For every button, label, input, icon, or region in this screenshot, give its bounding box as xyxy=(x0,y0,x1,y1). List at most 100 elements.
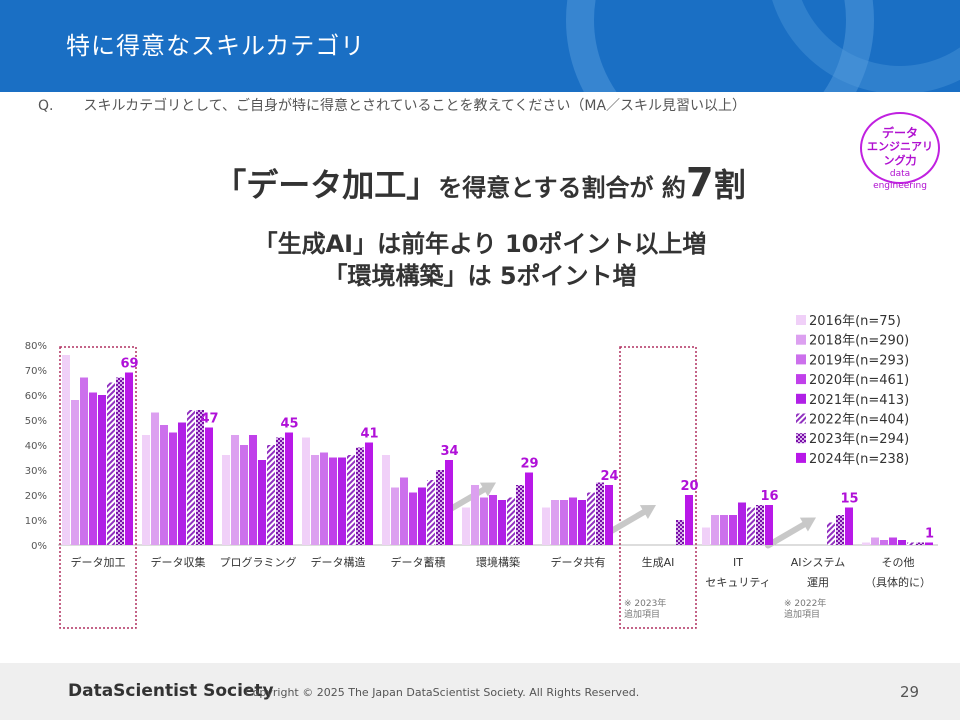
bar xyxy=(178,422,186,545)
question-mark: Q. xyxy=(38,98,54,114)
y-tick-label: 60% xyxy=(25,391,47,402)
bar xyxy=(187,410,195,545)
bar xyxy=(711,515,719,545)
data-label: 41 xyxy=(360,427,378,442)
bar xyxy=(160,425,168,545)
bar xyxy=(391,487,399,545)
trend-arrow-icon xyxy=(445,483,493,514)
legend-swatch xyxy=(796,393,806,404)
bar xyxy=(516,485,524,545)
legend-label: 2022年(n=404) xyxy=(809,413,909,428)
bar xyxy=(845,507,853,545)
category-label: AIシステム xyxy=(791,556,845,569)
data-label: 16 xyxy=(760,489,778,504)
headline-sub1: 「生成AI」は前年より 10ポイント以上増 xyxy=(253,230,707,258)
legend-label: 2019年(n=293) xyxy=(809,353,909,368)
bar xyxy=(329,457,337,545)
bar xyxy=(560,500,568,545)
data-label: 29 xyxy=(520,457,538,472)
headline-main: 「データ加工」を得意とする割合が 約7割 xyxy=(0,160,960,206)
footer-logo: DataScientist Society xyxy=(68,681,274,701)
bar xyxy=(356,447,364,545)
bar xyxy=(507,497,515,545)
bar xyxy=(347,455,355,545)
bar xyxy=(827,522,835,545)
trend-arrow-head-icon xyxy=(639,505,656,519)
category-label: 環境構築 xyxy=(476,555,520,569)
bar xyxy=(80,377,88,545)
bar xyxy=(542,507,550,545)
category-note: ※ 2022年 xyxy=(784,597,826,609)
bar xyxy=(925,542,933,545)
bar xyxy=(400,477,408,545)
bar xyxy=(142,435,150,545)
bar xyxy=(267,445,275,545)
category-label: IT xyxy=(733,556,743,569)
category-label: その他 xyxy=(882,556,915,569)
bar xyxy=(578,500,586,545)
bar xyxy=(427,480,435,545)
bar xyxy=(231,435,239,545)
bar xyxy=(311,455,319,545)
data-label: 20 xyxy=(680,479,698,494)
y-tick-label: 20% xyxy=(25,491,47,502)
category-label: プログラミング xyxy=(220,555,297,569)
footer-bar: DataScientist Society Copyright © 2025 T… xyxy=(0,663,960,720)
bar xyxy=(418,487,426,545)
bar xyxy=(605,485,613,545)
highlight-box xyxy=(619,346,697,629)
category-label: （具体的に） xyxy=(865,575,931,589)
bar xyxy=(907,542,915,545)
bar xyxy=(738,502,746,545)
category-label: データ加工 xyxy=(71,555,126,569)
headline-sub: 「生成AI」は前年より 10ポイント以上増 「環境構築」は 5ポイント増 xyxy=(0,228,960,292)
trend-arrow-icon xyxy=(605,506,653,536)
bar xyxy=(151,412,159,545)
bar xyxy=(489,495,497,545)
y-tick-label: 0% xyxy=(31,541,47,552)
bar xyxy=(71,400,79,545)
data-label: 15 xyxy=(840,492,858,507)
legend-swatch xyxy=(796,374,806,385)
category-label: データ蓄積 xyxy=(391,555,446,569)
bar xyxy=(107,382,115,545)
bar xyxy=(205,427,213,545)
bar xyxy=(89,392,97,545)
category-note: 追加項目 xyxy=(784,608,820,620)
headline-part2: を得意とする割合が xyxy=(438,174,654,202)
headline-part3: 約 xyxy=(653,174,686,202)
bar xyxy=(862,542,870,545)
bar xyxy=(702,527,710,545)
bar xyxy=(258,460,266,545)
bar xyxy=(525,472,533,545)
y-tick-label: 30% xyxy=(25,466,47,477)
category-label: 運用 xyxy=(807,576,829,589)
bar xyxy=(747,507,755,545)
bar xyxy=(916,542,924,545)
page-title: 特に得意なスキルカテゴリ xyxy=(66,32,366,60)
trend-arrow-icon xyxy=(765,518,813,549)
data-label: 34 xyxy=(440,444,458,459)
headline-sub2: 「環境構築」は 5ポイント増 xyxy=(323,262,637,290)
bar xyxy=(169,432,177,545)
bar xyxy=(765,505,773,545)
category-label: データ構造 xyxy=(311,555,366,569)
question-text: Q. スキルカテゴリとして、ご自身が特に得意とされていることを教えてください（MA… xyxy=(38,95,746,115)
legend-label: 2018年(n=290) xyxy=(809,334,909,349)
bar xyxy=(587,492,595,545)
legend-swatch xyxy=(796,315,806,325)
bar xyxy=(471,485,479,545)
data-label: 69 xyxy=(120,357,138,372)
bar xyxy=(116,377,124,545)
legend-swatch xyxy=(796,433,806,444)
bar xyxy=(222,455,230,545)
header-bar: 特に得意なスキルカテゴリ xyxy=(0,0,960,92)
highlight-box xyxy=(59,346,137,629)
legend-label: 2024年(n=238) xyxy=(809,452,909,467)
bar xyxy=(382,455,390,545)
bar xyxy=(551,500,559,545)
bar xyxy=(480,497,488,545)
category-note: ※ 2023年 xyxy=(624,597,666,609)
y-tick-label: 40% xyxy=(25,441,47,452)
badge-line1: データ xyxy=(881,126,918,140)
